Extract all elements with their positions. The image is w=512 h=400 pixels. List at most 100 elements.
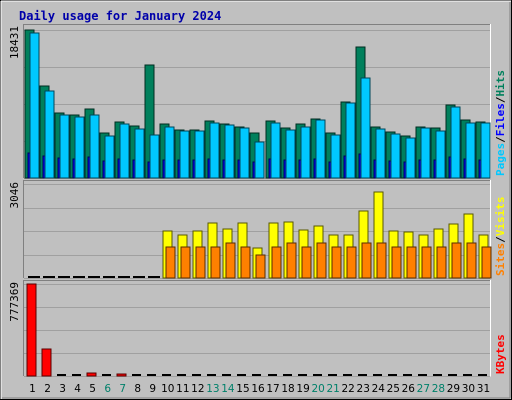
day-label-3: 3 <box>59 383 66 395</box>
bar-pages-day-26 <box>405 137 416 179</box>
bar-kbytes-day-20 <box>313 374 322 376</box>
bar-sites-day-14 <box>225 242 236 279</box>
day-label-27: 27 <box>417 383 430 395</box>
legend-item: Visits <box>494 197 507 237</box>
legend-label: KBytes <box>494 334 507 374</box>
bar-sites-day-24 <box>376 242 387 279</box>
bar-pages-day-9 <box>149 134 160 179</box>
day-label-19: 19 <box>296 383 309 395</box>
bar-kbytes-day-18 <box>283 374 292 376</box>
bar-pages-day-27 <box>420 127 431 179</box>
day-label-17: 17 <box>266 383 279 395</box>
day-label-15: 15 <box>236 383 249 395</box>
bar-pages-day-7 <box>119 123 130 179</box>
bar-kbytes-day-2 <box>41 348 52 377</box>
bar-kbytes-day-25 <box>388 374 397 376</box>
bar-pages-day-18 <box>285 129 296 179</box>
bar-pages-day-20 <box>315 119 326 179</box>
bar-kbytes-day-13 <box>207 374 216 376</box>
bar-pages-day-2 <box>44 90 55 179</box>
bar-pages-day-24 <box>375 128 386 179</box>
bar-sites-day-10 <box>165 246 176 279</box>
legend-item: Hits <box>494 70 507 97</box>
legend-item: Files <box>494 103 507 136</box>
bar-kbytes-day-21 <box>328 374 337 376</box>
panel-3: 777369 KBytes <box>8 280 507 377</box>
day-label-10: 10 <box>161 383 174 395</box>
day-label-24: 24 <box>372 383 386 395</box>
legend-item: KBytes <box>494 334 507 374</box>
bar-kbytes-day-5 <box>86 372 97 377</box>
day-label-28: 28 <box>432 383 445 395</box>
day-label-12: 12 <box>191 383 204 395</box>
bar-pages-day-31 <box>480 122 491 179</box>
y-max-label: 18431 <box>8 26 21 59</box>
bar-sites-day-17 <box>271 246 282 279</box>
day-label-13: 13 <box>206 383 219 395</box>
bar-kbytes-day-23 <box>358 374 367 376</box>
bar-pages-day-21 <box>330 134 341 179</box>
bar-pages-day-17 <box>270 122 281 179</box>
bar-kbytes-day-12 <box>192 374 201 376</box>
day-label-14: 14 <box>221 383 235 395</box>
legend-separator: / <box>494 136 507 143</box>
bar-sites-day-25 <box>391 246 402 279</box>
bar-pages-day-8 <box>134 128 145 179</box>
bar-pages-day-5 <box>89 114 100 179</box>
day-label-9: 9 <box>149 383 156 395</box>
bar-kbytes-day-8 <box>132 374 141 376</box>
x-axis-labels: 1 2 3 4 5 6 7 8 9 10 11 12 13 14 15 16 17 18 19 20 21 22 23 24 2… <box>29 383 490 395</box>
bar-pages-day-22 <box>345 102 356 179</box>
bar-pages-day-1 <box>29 32 40 179</box>
bar-sites-day-3 <box>61 276 70 278</box>
bar-sites-day-8 <box>136 276 145 278</box>
day-label-30: 30 <box>462 383 475 395</box>
bar-sites-day-23 <box>361 242 372 279</box>
bar-pages-day-13 <box>209 122 220 179</box>
day-label-6: 6 <box>104 383 111 395</box>
bar-kbytes-day-1 <box>26 283 37 377</box>
chart-panels: 18431Pages/Files/Hits3046Sites/Visits777… <box>8 24 507 395</box>
bar-sites-day-22 <box>346 246 357 279</box>
bar-kbytes-day-29 <box>448 374 457 376</box>
day-label-31: 31 <box>477 383 490 395</box>
chart-title: Daily usage for January 2024 <box>19 9 221 23</box>
y-max-label: 3046 <box>8 182 21 209</box>
bar-kbytes-day-24 <box>373 374 382 376</box>
bar-pages-day-28 <box>435 130 446 179</box>
y-max-label: 777369 <box>8 282 21 322</box>
day-label-20: 20 <box>311 383 324 395</box>
bar-kbytes-day-26 <box>403 374 412 376</box>
bar-sites-day-1 <box>31 276 40 278</box>
bar-sites-day-19 <box>301 246 312 279</box>
day-label-26: 26 <box>402 383 416 395</box>
day-label-5: 5 <box>89 383 96 395</box>
legend-label: Pages/Files/Hits <box>494 70 507 176</box>
bar-sites-day-7 <box>121 276 130 278</box>
bar-pages-day-10 <box>164 126 175 179</box>
bar-sites-day-2 <box>46 276 55 278</box>
bar-kbytes-day-7 <box>116 373 127 377</box>
legend-item: Sites <box>494 243 507 276</box>
bar-sites-day-5 <box>91 276 100 278</box>
bar-sites-day-30 <box>466 242 477 279</box>
day-label-22: 22 <box>342 383 355 395</box>
bar-pages-day-3 <box>59 114 70 179</box>
day-label-1: 1 <box>29 383 36 395</box>
bar-kbytes-day-6 <box>102 374 111 376</box>
bar-kbytes-day-16 <box>252 374 261 376</box>
bar-sites-day-12 <box>195 246 206 279</box>
bar-pages-day-29 <box>450 106 461 179</box>
legend-separator: / <box>494 96 507 103</box>
day-label-29: 29 <box>447 383 460 395</box>
bar-sites-day-27 <box>421 246 432 279</box>
legend-separator: / <box>494 236 507 243</box>
bar-kbytes-day-22 <box>343 374 352 376</box>
bar-sites-day-11 <box>180 246 191 279</box>
bar-sites-day-9 <box>151 276 160 278</box>
bar-kbytes-day-4 <box>72 374 81 376</box>
bar-pages-day-4 <box>74 116 85 179</box>
bar-kbytes-day-30 <box>463 374 472 376</box>
